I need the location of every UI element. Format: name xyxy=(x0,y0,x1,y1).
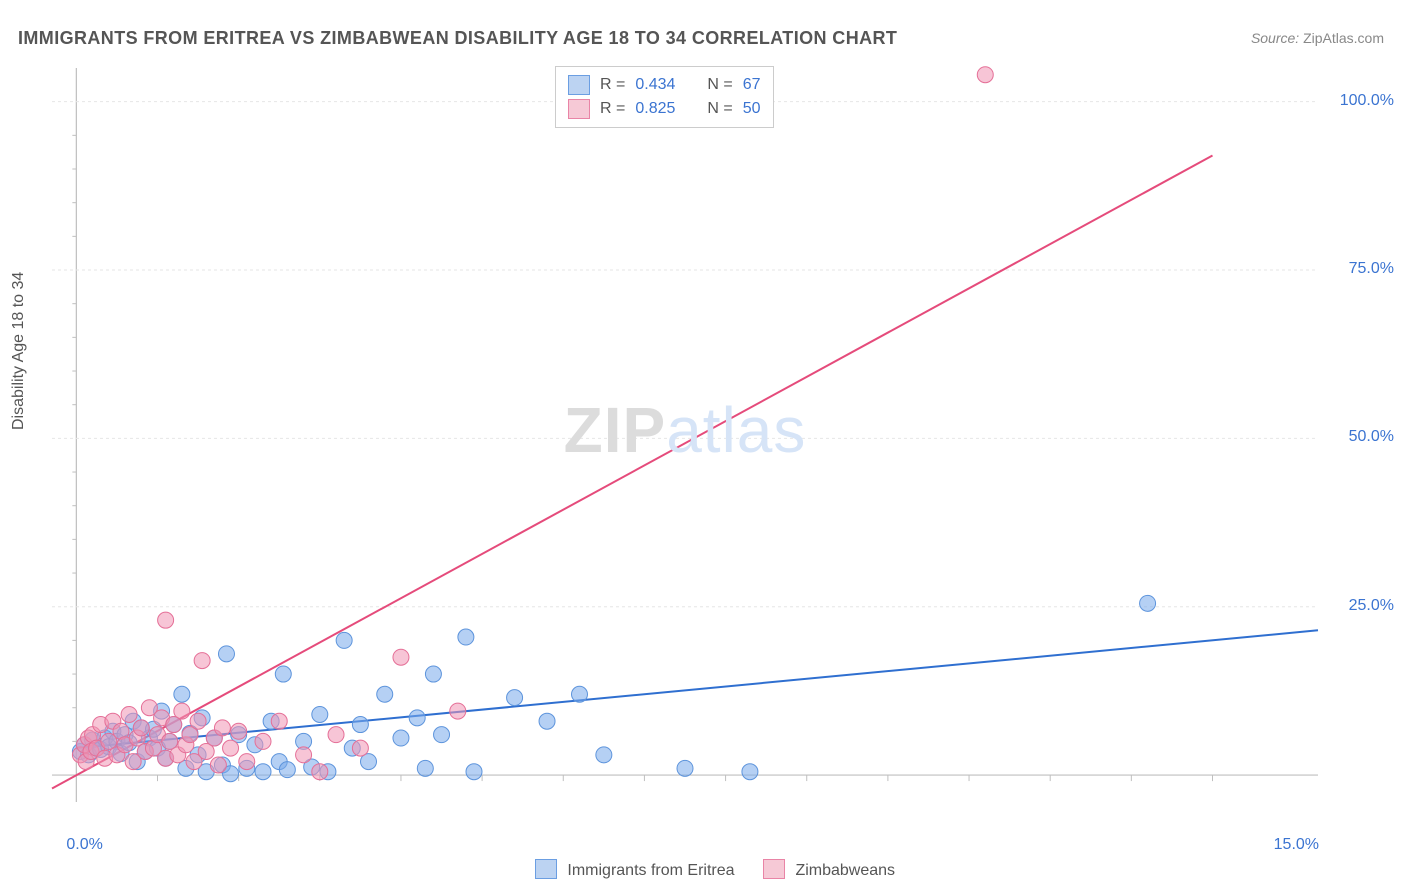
legend-stats: R = 0.434 N = 67 R = 0.825 N = 50 xyxy=(555,66,774,128)
source-attribution: Source: ZipAtlas.com xyxy=(1251,30,1384,46)
n-label: N = xyxy=(707,73,732,97)
source-label: Source: xyxy=(1251,30,1299,46)
legend-series: Immigrants from Eritrea Zimbabweans xyxy=(0,859,1406,880)
chart-title: IMMIGRANTS FROM ERITREA VS ZIMBABWEAN DI… xyxy=(18,28,897,49)
legend-label-eritrea: Immigrants from Eritrea xyxy=(567,862,734,879)
legend-swatch xyxy=(568,99,590,119)
legend-stats-row: R = 0.825 N = 50 xyxy=(568,97,761,121)
y-axis-label: Disability Age 18 to 34 xyxy=(10,272,28,430)
legend-swatch-eritrea xyxy=(535,859,557,879)
r-value: 0.434 xyxy=(635,73,675,97)
y-tick-label: 25.0% xyxy=(1349,597,1394,615)
r-label: R = xyxy=(600,97,625,121)
legend-stats-row: R = 0.434 N = 67 xyxy=(568,73,761,97)
y-tick-label: 50.0% xyxy=(1349,428,1394,446)
n-label: N = xyxy=(707,97,732,121)
source-value: ZipAtlas.com xyxy=(1303,30,1384,46)
legend-swatch-zimbabwe xyxy=(763,859,785,879)
y-tick-label: 100.0% xyxy=(1340,92,1394,110)
n-value: 67 xyxy=(743,73,761,97)
plot-area: ZIPatlas xyxy=(50,60,1320,830)
scatter-chart xyxy=(50,60,1320,830)
x-tick-label: 0.0% xyxy=(66,836,102,854)
r-value: 0.825 xyxy=(635,97,675,121)
x-tick-label: 15.0% xyxy=(1274,836,1319,854)
y-tick-label: 75.0% xyxy=(1349,260,1394,278)
n-value: 50 xyxy=(743,97,761,121)
legend-label-zimbabwe: Zimbabweans xyxy=(795,862,895,879)
r-label: R = xyxy=(600,73,625,97)
legend-swatch xyxy=(568,75,590,95)
